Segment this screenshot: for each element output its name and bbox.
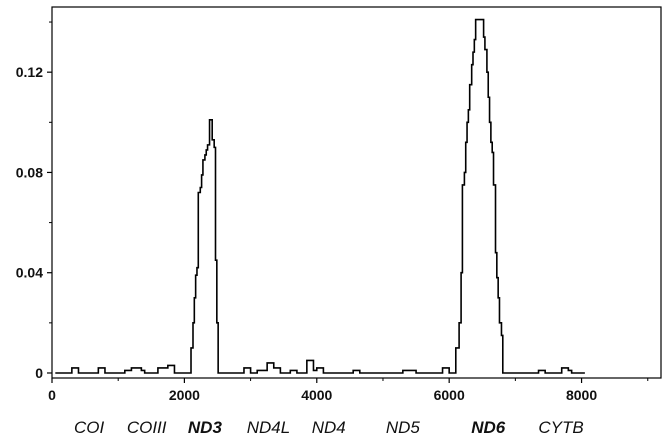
gene-label: COIII [127,418,167,437]
gene-label: ND6 [471,418,506,437]
y-tick-label: 0.12 [16,64,43,80]
plot-frame [51,6,662,379]
gene-label: ND3 [188,418,223,437]
x-tick-label: 0 [48,387,56,403]
gene-label: CYTB [538,418,583,437]
gene-label: ND4 [312,418,346,437]
gene-label: ND5 [386,418,421,437]
y-axis: 0 0.04 0.08 0.12 [16,21,52,381]
x-tick-label: 4000 [301,387,332,403]
gene-labels: COI COIII ND3 ND4L ND4 ND5 ND6 CYTB [74,418,584,437]
series-line [55,18,585,374]
x-axis: 0 2000 4000 6000 8000 [48,378,649,403]
gene-label: ND4L [247,418,290,437]
y-tick-label: 0 [35,365,43,381]
gene-label: COI [74,418,105,437]
x-tick-label: 2000 [169,387,200,403]
x-tick-label: 6000 [434,387,465,403]
y-tick-label: 0.04 [16,265,43,281]
x-tick-label: 8000 [566,387,597,403]
y-tick-label: 0.08 [16,164,43,180]
